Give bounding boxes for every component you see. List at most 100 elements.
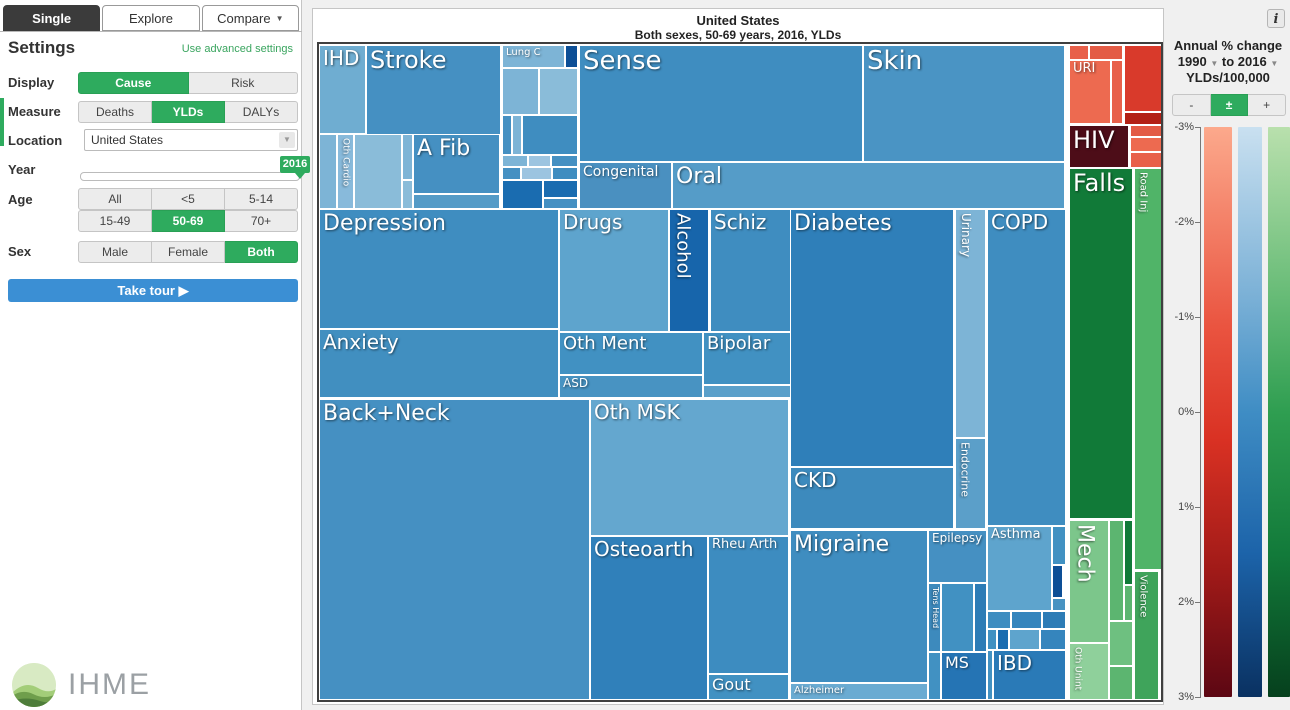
treemap-box-ihd[interactable]: IHD <box>320 46 365 133</box>
chevron-down-icon[interactable]: ▼ <box>1270 59 1279 68</box>
treemap-box[interactable] <box>1110 521 1123 620</box>
treemap-box-drugs[interactable]: Drugs <box>560 210 668 331</box>
location-dropdown[interactable]: United States ▼ <box>84 129 298 151</box>
treemap-box[interactable] <box>1131 126 1161 136</box>
treemap-box-anxiety[interactable]: Anxiety <box>320 330 558 397</box>
treemap-box[interactable] <box>529 156 550 166</box>
treemap-box-oth-ment[interactable]: Oth Ment <box>560 333 702 374</box>
treemap-box[interactable] <box>503 181 542 208</box>
advanced-settings-link[interactable]: Use advanced settings <box>181 43 293 55</box>
treemap-box-sense[interactable]: Sense <box>580 46 862 161</box>
treemap-box-ibd[interactable]: IBD <box>994 651 1065 699</box>
treemap-box[interactable] <box>704 386 790 397</box>
treemap-box[interactable] <box>1131 153 1161 167</box>
age-option-50-69[interactable]: 50-69 <box>152 210 225 232</box>
treemap-box[interactable] <box>988 612 1010 628</box>
treemap-box[interactable] <box>1070 46 1088 59</box>
scale-plusminus-button[interactable]: ± <box>1210 94 1249 116</box>
treemap-box[interactable] <box>942 584 973 651</box>
treemap-box-oral[interactable]: Oral <box>673 163 1064 208</box>
chevron-down-icon[interactable]: ▼ <box>1210 59 1219 68</box>
treemap-box-asthma[interactable]: Asthma <box>988 527 1051 610</box>
treemap-box-congenital[interactable]: Congenital <box>580 163 671 208</box>
treemap-box[interactable] <box>553 168 577 179</box>
sex-option-female[interactable]: Female <box>152 241 225 263</box>
year-slider-handle[interactable]: 2016 <box>280 156 310 179</box>
display-option-cause[interactable]: Cause <box>78 72 189 94</box>
treemap-box[interactable] <box>540 69 577 114</box>
treemap-box-back-neck[interactable]: Back+Neck <box>320 400 589 699</box>
treemap-box-mech[interactable]: Mech <box>1070 521 1108 642</box>
year-slider-track[interactable] <box>80 172 300 181</box>
treemap-box[interactable] <box>1053 566 1062 597</box>
treemap-box[interactable] <box>566 46 577 67</box>
treemap-box[interactable] <box>544 199 577 208</box>
treemap-box[interactable] <box>320 135 336 208</box>
tab-single[interactable]: Single <box>3 5 101 31</box>
treemap-box[interactable] <box>403 135 412 179</box>
treemap-box[interactable] <box>1053 599 1065 610</box>
treemap-box[interactable] <box>988 651 992 699</box>
treemap-box-epilepsy[interactable]: Epilepsy <box>929 531 986 582</box>
treemap-box[interactable] <box>503 69 538 114</box>
treemap-box-asd[interactable]: ASD <box>560 376 702 397</box>
display-option-risk[interactable]: Risk <box>188 72 298 94</box>
age-option-15-49[interactable]: 15-49 <box>78 210 152 232</box>
treemap-box[interactable] <box>355 135 401 208</box>
treemap-box[interactable] <box>503 168 520 179</box>
treemap-box-oth-msk[interactable]: Oth MSK <box>591 400 788 535</box>
treemap-box[interactable] <box>503 116 511 154</box>
tab-compare[interactable]: Compare ▼ <box>201 5 299 31</box>
legend-from-year[interactable]: 1990 <box>1177 54 1207 69</box>
treemap-box[interactable] <box>1131 138 1161 151</box>
treemap-box-uri[interactable]: URI <box>1070 61 1110 123</box>
treemap-box-falls[interactable]: Falls <box>1070 169 1132 518</box>
treemap-box[interactable] <box>552 156 577 166</box>
treemap-box[interactable] <box>1110 622 1132 665</box>
tab-explore[interactable]: Explore <box>102 5 200 31</box>
treemap-box[interactable] <box>503 156 527 166</box>
age-option-under5[interactable]: <5 <box>152 188 225 210</box>
treemap-box-stroke[interactable]: Stroke <box>367 46 500 134</box>
measure-option-ylds[interactable]: YLDs <box>152 101 225 123</box>
treemap-box-violence[interactable]: Violence <box>1135 572 1158 699</box>
treemap-box[interactable] <box>988 630 996 649</box>
treemap-box-endocrine[interactable]: Endocrine <box>956 439 985 528</box>
treemap-box-osteoarth[interactable]: Osteoarth <box>591 537 707 699</box>
treemap-box-skin[interactable]: Skin <box>864 46 1064 161</box>
age-option-70plus[interactable]: 70+ <box>225 210 298 232</box>
treemap-box-diabetes[interactable]: Diabetes <box>791 210 953 466</box>
sex-option-both[interactable]: Both <box>225 241 298 263</box>
treemap-box[interactable] <box>1125 586 1132 620</box>
chevron-down-icon[interactable]: ▼ <box>279 132 295 148</box>
treemap-box-gout[interactable]: Gout <box>709 675 788 699</box>
treemap-box-lung-c[interactable]: Lung C <box>503 46 564 67</box>
treemap-box-road-inj[interactable]: Road Inj <box>1135 169 1161 569</box>
treemap-box-alcohol[interactable]: Alcohol <box>670 210 708 331</box>
sex-option-male[interactable]: Male <box>78 241 152 263</box>
treemap-box[interactable] <box>1053 527 1065 564</box>
treemap-box-oth-cardio[interactable]: Oth Cardio <box>338 135 353 208</box>
treemap-box[interactable] <box>1110 667 1132 699</box>
treemap-box[interactable] <box>975 584 986 651</box>
treemap-box-schiz[interactable]: Schiz <box>711 210 790 331</box>
treemap-box[interactable] <box>929 653 940 699</box>
treemap-box[interactable] <box>522 168 551 179</box>
treemap-box-tens-head[interactable]: Tens Head <box>929 584 940 651</box>
scale-plus-button[interactable]: + <box>1248 94 1287 116</box>
treemap-box[interactable] <box>1090 46 1122 59</box>
treemap-box[interactable] <box>1125 46 1161 111</box>
treemap-box-ckd[interactable]: CKD <box>791 468 953 528</box>
treemap-box-urinary[interactable]: Urinary <box>956 210 985 437</box>
measure-option-dalys[interactable]: DALYs <box>225 101 298 123</box>
treemap-box-migraine[interactable]: Migraine <box>791 531 927 682</box>
treemap-box[interactable] <box>414 195 499 208</box>
scale-minus-button[interactable]: - <box>1172 94 1211 116</box>
treemap-box[interactable] <box>523 116 577 154</box>
treemap-box-a-fib[interactable]: A Fib <box>414 135 499 193</box>
sidebar-edge-green-tab[interactable] <box>0 98 4 146</box>
treemap-box[interactable] <box>1043 612 1065 628</box>
legend-to-year[interactable]: 2016 <box>1237 54 1267 69</box>
treemap-box[interactable] <box>403 181 412 208</box>
treemap-box-rheu-arth[interactable]: Rheu Arth <box>709 537 788 673</box>
